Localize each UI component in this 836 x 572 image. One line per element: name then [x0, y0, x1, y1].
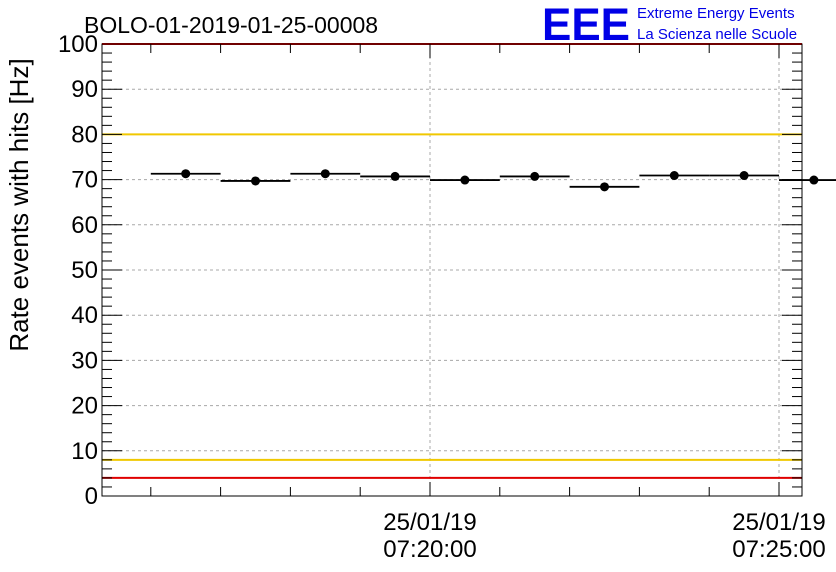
x-tick-date: 25/01/19	[383, 509, 476, 536]
data-point	[320, 169, 330, 179]
logo-letters: EEE	[542, 0, 630, 50]
logo-line-2: La Scienza nelle Scuole	[637, 26, 797, 43]
data-series	[150, 169, 836, 192]
y-axis-label: Rate events with hits [Hz]	[4, 58, 34, 351]
y-tick-label: 60	[71, 212, 98, 239]
data-point	[530, 171, 540, 181]
data-point	[669, 171, 679, 181]
x-tick-date: 25/01/19	[732, 509, 825, 536]
data-point	[181, 169, 191, 179]
axes: 010203040506070809010025/01/1907:20:0025…	[58, 31, 826, 563]
y-tick-label: 70	[71, 167, 98, 194]
data-point	[739, 171, 749, 181]
chart-title: BOLO-01-2019-01-25-00008	[84, 12, 378, 38]
y-tick-label: 50	[71, 257, 98, 284]
data-point	[390, 171, 400, 181]
data-point	[460, 175, 470, 185]
reference-lines	[102, 43, 802, 479]
y-tick-label: 90	[71, 76, 98, 103]
y-tick-label: 40	[71, 302, 98, 329]
y-tick-label: 10	[71, 438, 98, 465]
eee-logo: EEE Extreme Energy Events La Scienza nel…	[542, 0, 797, 50]
data-point	[251, 176, 260, 186]
y-tick-label: 0	[85, 483, 98, 510]
data-point	[809, 175, 819, 185]
grid-layer	[102, 44, 802, 496]
y-tick-label: 100	[58, 31, 98, 58]
y-tick-label: 30	[71, 347, 98, 374]
y-tick-label: 80	[71, 121, 98, 148]
logo-line-1: Extreme Energy Events	[637, 5, 795, 22]
x-tick-time: 07:25:00	[732, 536, 825, 563]
x-tick-time: 07:20:00	[383, 536, 476, 563]
data-point	[600, 182, 609, 192]
y-tick-label: 20	[71, 393, 98, 420]
